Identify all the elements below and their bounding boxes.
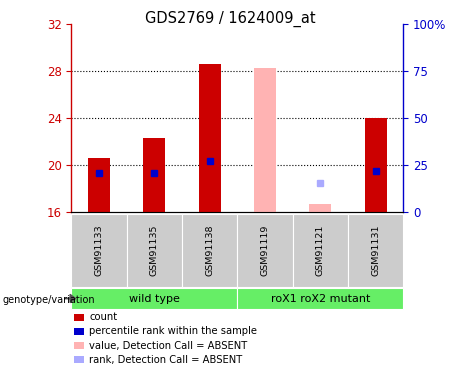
- Text: rank, Detection Call = ABSENT: rank, Detection Call = ABSENT: [89, 355, 242, 365]
- Bar: [309, 204, 331, 212]
- Bar: [254, 68, 276, 212]
- Text: value, Detection Call = ABSENT: value, Detection Call = ABSENT: [89, 340, 248, 351]
- Bar: [365, 118, 387, 212]
- Text: GSM91138: GSM91138: [205, 225, 214, 276]
- Bar: [199, 64, 221, 212]
- Text: count: count: [89, 312, 118, 322]
- Text: percentile rank within the sample: percentile rank within the sample: [89, 326, 257, 336]
- Text: wild type: wild type: [129, 294, 180, 303]
- Text: GDS2769 / 1624009_at: GDS2769 / 1624009_at: [145, 11, 316, 27]
- Bar: [143, 138, 165, 212]
- Text: roX1 roX2 mutant: roX1 roX2 mutant: [271, 294, 370, 303]
- Text: GSM91121: GSM91121: [316, 225, 325, 276]
- Text: GSM91119: GSM91119: [260, 225, 270, 276]
- Text: GSM91135: GSM91135: [150, 225, 159, 276]
- Text: GSM91131: GSM91131: [371, 225, 380, 276]
- Text: GSM91133: GSM91133: [95, 225, 104, 276]
- Text: genotype/variation: genotype/variation: [2, 296, 95, 305]
- Bar: [88, 158, 110, 212]
